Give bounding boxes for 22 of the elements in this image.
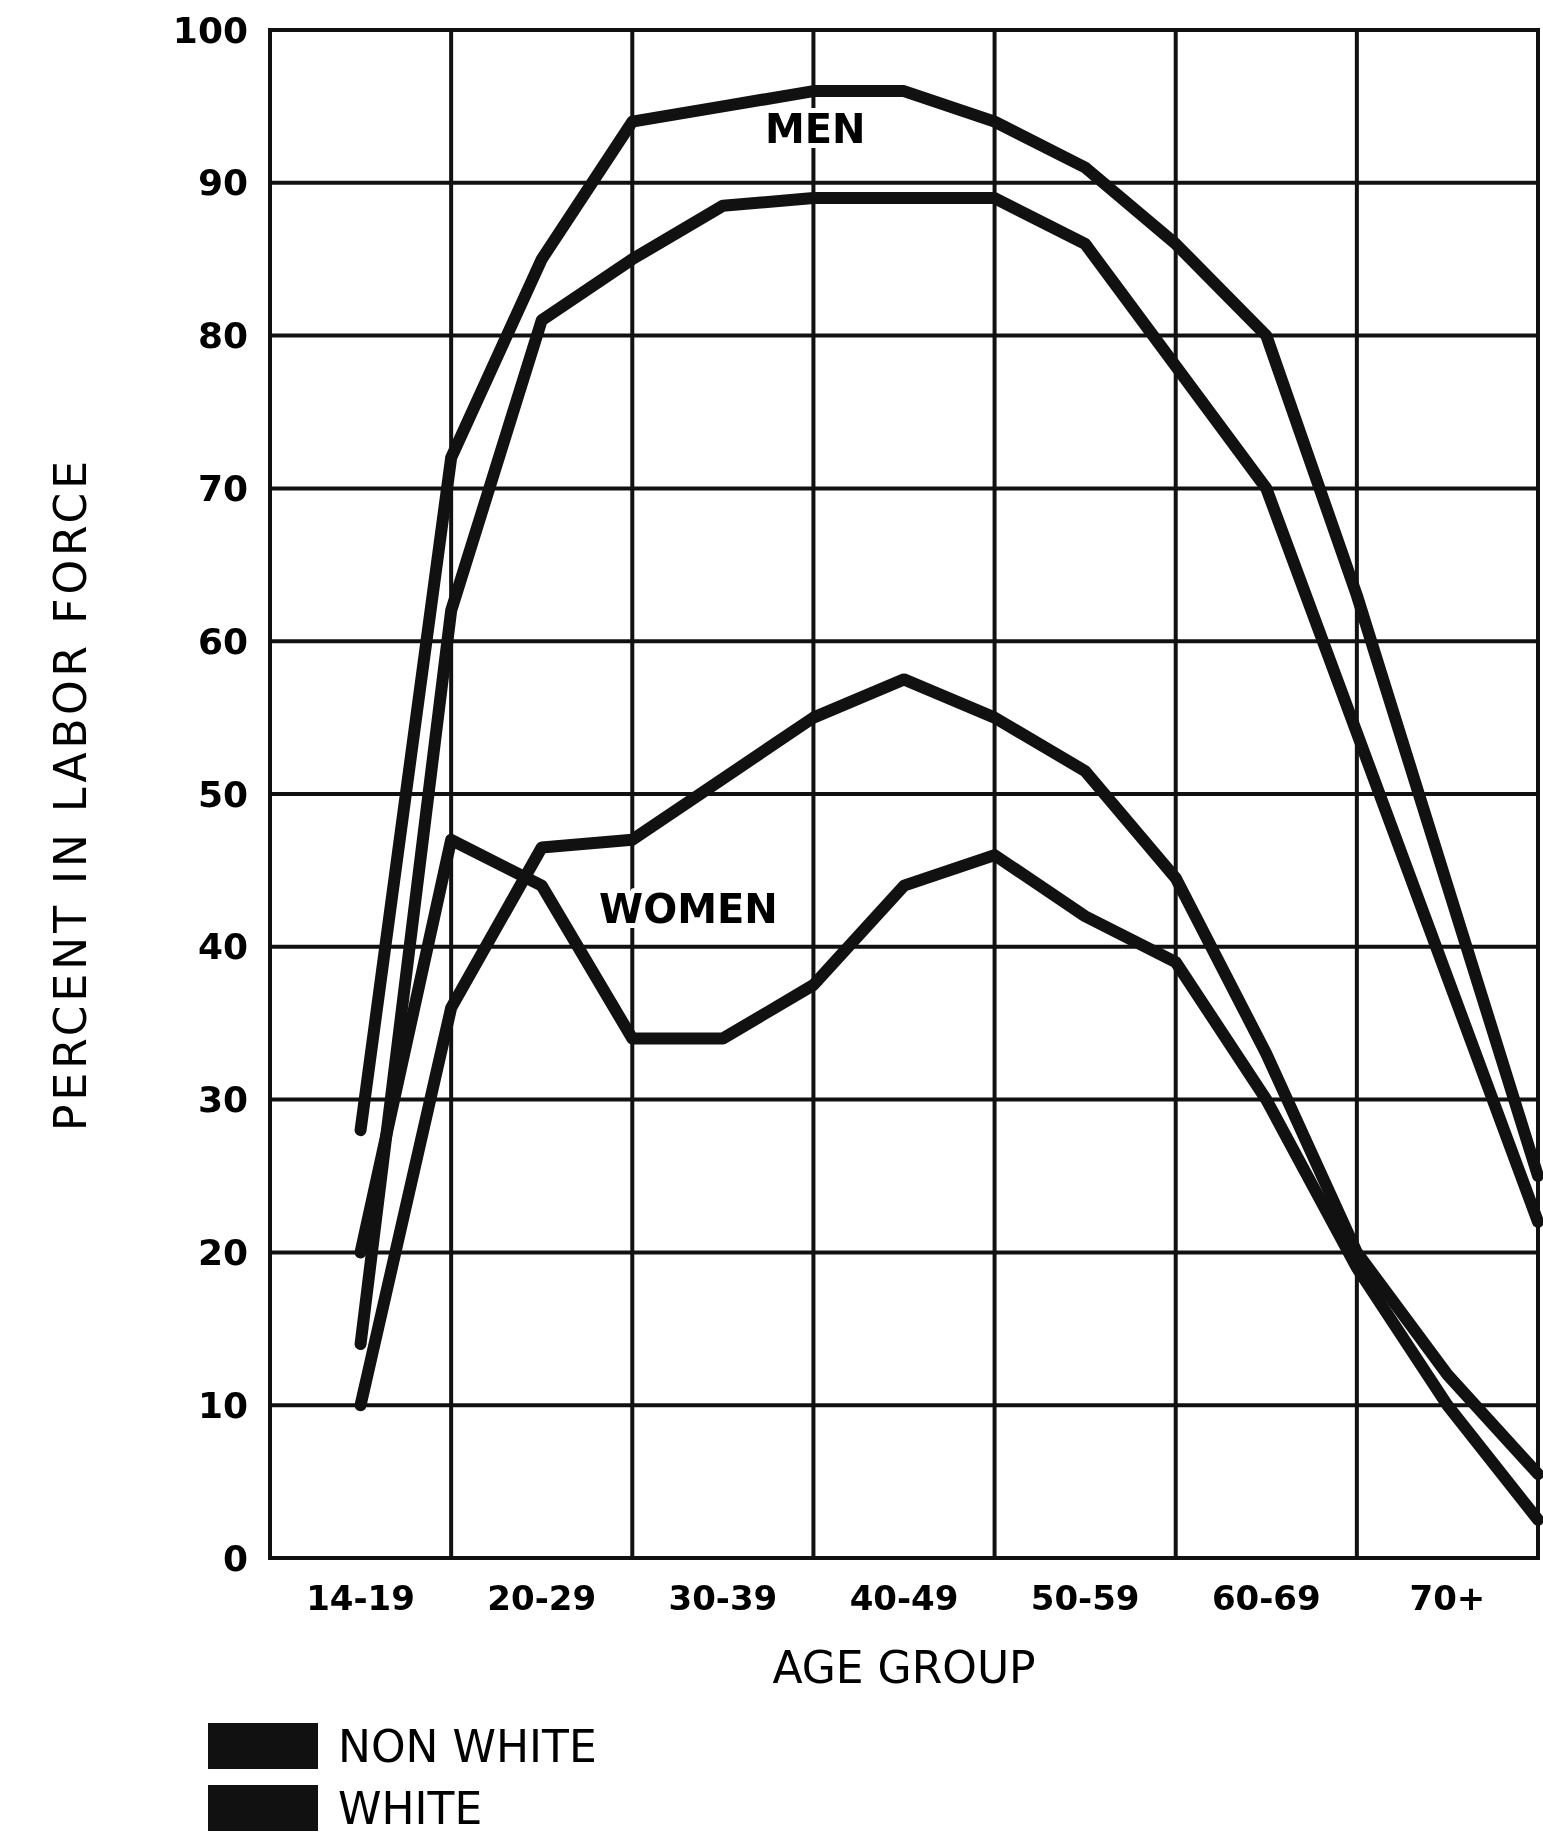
y-tick-label: 30	[197, 1079, 248, 1121]
x-tick-label: 14-19	[306, 1578, 415, 1618]
x-tick-label: 20-29	[487, 1578, 597, 1618]
x-tick-label: 70+	[1409, 1578, 1486, 1618]
y-tick-label: 0	[222, 1537, 248, 1579]
y-tick-label: 100	[172, 9, 248, 51]
y-tick-label: 60	[197, 620, 248, 662]
x-tick-label: 50-59	[1030, 1578, 1140, 1618]
y-tick-label: 10	[197, 1384, 248, 1426]
legend-label: NON WHITE	[338, 1720, 597, 1772]
y-tick-label: 40	[197, 926, 248, 968]
legend-label: WHITE	[338, 1782, 483, 1834]
y-tick-label: 80	[197, 315, 248, 357]
y-tick-label: 90	[197, 162, 248, 204]
y-tick-label: 50	[197, 773, 248, 815]
x-tick-label: 60-69	[1211, 1578, 1321, 1618]
y-tick-label: 70	[197, 467, 248, 509]
x-tick-label: 30-39	[668, 1578, 778, 1618]
x-tick-label: 40-49	[849, 1578, 959, 1618]
x-axis-title: AGE GROUP	[772, 1642, 1036, 1693]
y-tick-label: 20	[197, 1231, 248, 1273]
y-axis-title: PERCENT IN LABOR FORCE	[44, 457, 96, 1131]
